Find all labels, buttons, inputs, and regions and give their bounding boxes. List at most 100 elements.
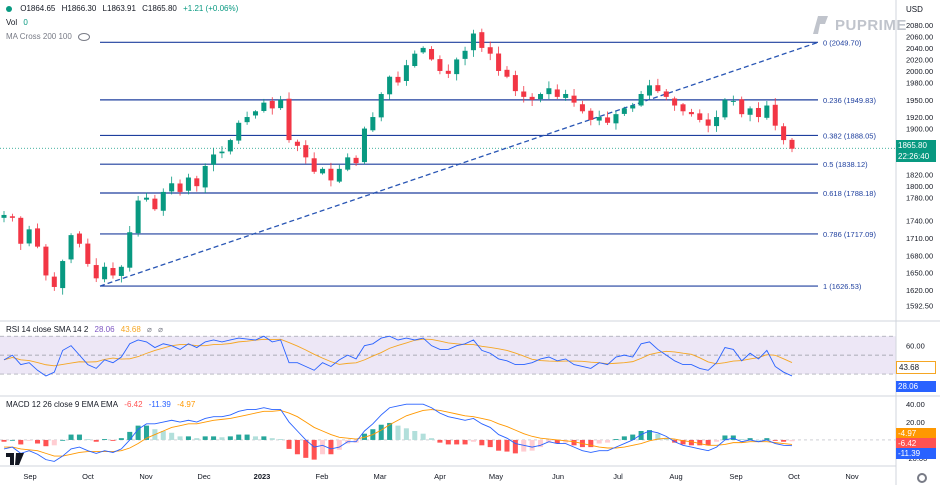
time-tick-label: Aug [669, 472, 682, 481]
macd-hist-bar [110, 439, 116, 441]
time-tick-label: Dec [197, 472, 211, 481]
brand-mark-icon [813, 16, 828, 34]
candle-body [781, 126, 787, 141]
macd-hist-bar [135, 425, 141, 440]
macd-signal-tag: -4.97 [896, 428, 936, 439]
macd-hist-bar [236, 434, 242, 440]
macd-hist-bar [286, 439, 292, 449]
eye-hidden-icon[interactable] [78, 32, 91, 41]
macd-hist-bar [663, 438, 669, 440]
macd-hist-bar [18, 439, 24, 445]
rsi-label: RSI 14 close SMA 14 2 [6, 325, 89, 334]
close-value: C1865.80 [142, 4, 177, 13]
candle-body [85, 243, 91, 264]
candle-body [680, 104, 686, 112]
fib-label: 0.236 (1949.83) [823, 96, 876, 105]
macd-hist-bar [437, 439, 443, 443]
price-tick-label: 2020.00 [906, 55, 933, 64]
candle-body [143, 197, 150, 200]
settings-gear-icon[interactable] [917, 473, 927, 483]
price-tick-label: 1920.00 [906, 113, 933, 122]
time-tick-label: Nov [139, 472, 153, 481]
macd-line-tag: -6.42 [896, 438, 936, 449]
macd-hist-bar [261, 436, 267, 440]
macd-hist-bar [244, 434, 250, 440]
macd-line [3, 403, 793, 462]
macd-hist-bar [781, 439, 787, 442]
volume-header[interactable]: Vol 0 [6, 18, 32, 27]
candle-body [1, 214, 7, 218]
candle-body [579, 104, 585, 112]
rsi-ma-tag: 43.68 [896, 361, 936, 374]
macd-hist-bar [537, 439, 544, 448]
macd-hist-bar [378, 424, 384, 440]
rsi-header[interactable]: RSI 14 close SMA 14 2 28.06 43.68 ⌀ ⌀ [6, 325, 167, 334]
change-value: +1.21 (+0.06%) [183, 4, 239, 13]
macd-hist-bar [294, 439, 300, 455]
macd-hist-bar [403, 428, 409, 440]
candle-body [454, 59, 460, 75]
macd-header[interactable]: MACD 12 26 close 9 EMA EMA -6.42 -11.39 … [6, 400, 199, 409]
macd-hist-bar [764, 438, 770, 440]
macd-hist-bar [680, 439, 686, 445]
macd-hist-bar [102, 439, 108, 440]
macd-hist-bar [76, 434, 82, 440]
fib-label: 0.382 (1888.05) [823, 131, 876, 140]
candle-body [60, 261, 66, 289]
price-tick-label: 1820.00 [906, 171, 933, 180]
macd-hist-bar [9, 439, 15, 441]
time-tick-label: Nov [845, 472, 859, 481]
brand-logo: PUPRIME [812, 14, 907, 36]
macd-hist-bar [311, 439, 317, 460]
macd-hist-bar [269, 438, 275, 440]
candle-body [118, 266, 124, 276]
candle-body [605, 117, 611, 123]
macd-hist-bar [470, 439, 476, 442]
macd-hist-bar [722, 435, 728, 440]
currency-label[interactable]: USD [906, 5, 923, 14]
candle-body [160, 191, 166, 211]
time-tick-label: Mar [374, 472, 387, 481]
macd-hist-bar [202, 436, 208, 440]
rsi-extra-1: ⌀ [147, 325, 152, 334]
candle-body [261, 102, 267, 111]
candle-body [387, 76, 393, 95]
candle-body [739, 99, 745, 115]
candle-body [269, 100, 275, 109]
price-tag-value: 1865.80 [898, 141, 927, 150]
candle-body [286, 98, 292, 141]
macd-hist-bar [303, 439, 309, 458]
macd-hist-bar [43, 439, 49, 447]
ma-cross-header[interactable]: MA Cross 200 100 [6, 32, 94, 41]
price-tick-label: 2060.00 [906, 32, 933, 41]
candle-body [554, 89, 560, 97]
candle-body [311, 158, 317, 172]
candle-body [110, 267, 116, 276]
candle-body [722, 99, 728, 118]
macd-hist-bar [177, 436, 183, 440]
macd-hist-bar [479, 439, 485, 446]
candle-body [521, 91, 527, 97]
candle-body [512, 75, 518, 92]
price-tick-label: 2040.00 [906, 44, 933, 53]
macd-hist-bar [278, 439, 284, 440]
price-tick-label: 2080.00 [906, 21, 933, 30]
macd-hist-bar [1, 439, 7, 442]
candle-body [169, 183, 175, 192]
candle-body [663, 91, 669, 97]
open-value: O1864.65 [20, 4, 56, 13]
trendline[interactable] [99, 41, 819, 287]
candle-body [537, 94, 544, 99]
candle-body [395, 76, 401, 83]
candle-body [546, 88, 552, 95]
vol-value: 0 [23, 18, 28, 27]
macd-hist-tag: -11.39 [896, 448, 936, 459]
candle-body [437, 59, 443, 71]
vol-label: Vol [6, 18, 18, 27]
macd-hist-bar [613, 439, 619, 440]
price-tick-label: 1592.50 [906, 302, 933, 311]
macd-hist-bar [747, 438, 753, 440]
candle-body [345, 157, 351, 170]
